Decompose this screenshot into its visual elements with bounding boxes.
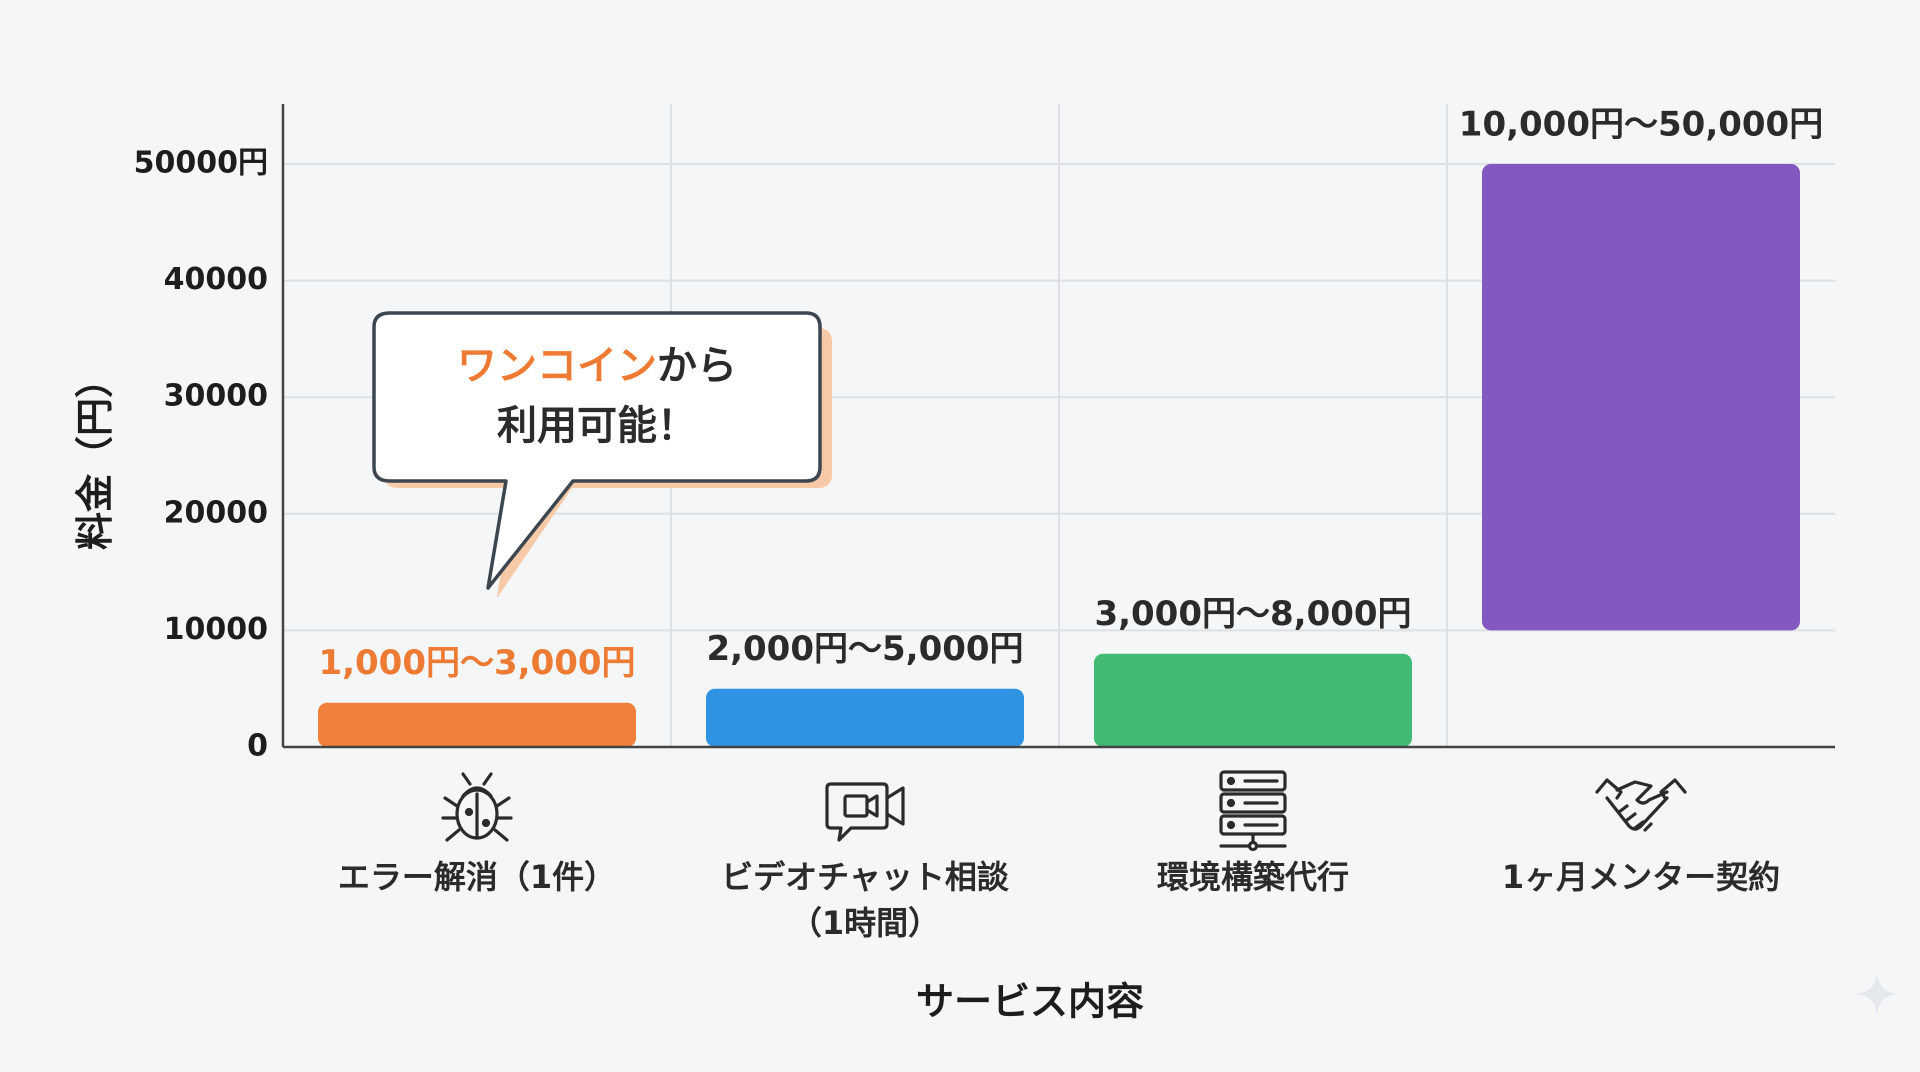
- category-label: エラー解消（1件）: [338, 858, 616, 896]
- y-tick-label: 10000: [164, 612, 268, 647]
- y-tick-label: 40000: [164, 262, 268, 297]
- category-label: ビデオチャット相談: [721, 858, 1010, 896]
- handshake-icon: [1595, 778, 1687, 832]
- category-icons: [441, 770, 1687, 852]
- category-label: （1時間）: [790, 904, 940, 942]
- bar: [318, 702, 636, 747]
- callout-line1-rest: から: [657, 343, 737, 389]
- range-label: 10,000円〜50,000円: [1459, 105, 1823, 145]
- category-label: 1ヶ月メンター契約: [1502, 858, 1780, 896]
- callout-line-2: 利用可能！: [497, 403, 697, 449]
- y-tick-label: 30000: [164, 379, 268, 414]
- range-label: 3,000円〜8,000円: [1094, 594, 1411, 634]
- category-label: 環境構築代行: [1157, 858, 1349, 896]
- y-tick-label: 20000: [164, 495, 268, 530]
- category-labels: エラー解消（1件） ビデオチャット相談 （1時間） 環境構築代行 1ヶ月メンター契約: [338, 858, 1780, 942]
- sparkle-icon: [1856, 973, 1898, 1015]
- range-labels: 1,000円〜3,000円 2,000円〜5,000円 3,000円〜8,000円 1…: [318, 105, 1823, 684]
- bug-icon: [441, 772, 513, 842]
- y-axis-title: 料金（円）: [73, 360, 117, 550]
- callout-line-1: ワンコインから: [457, 343, 737, 389]
- video-camera-icon: [825, 782, 905, 842]
- callout-body: [372, 311, 822, 590]
- range-label: 2,000円〜5,000円: [706, 629, 1023, 669]
- range-label: 1,000円〜3,000円: [318, 643, 635, 683]
- bar: [1482, 164, 1800, 631]
- bar: [1094, 653, 1412, 747]
- callout-bubble: ワンコインから 利用可能！: [372, 311, 832, 598]
- x-axis-title: サービス内容: [916, 980, 1144, 1024]
- bar: [706, 688, 1024, 747]
- callout-accent-text: ワンコイン: [457, 343, 657, 389]
- y-tick-label: 50000円: [134, 146, 268, 181]
- bars: [318, 164, 1800, 747]
- server-icon: [1219, 770, 1287, 852]
- y-tick-labels: 0 10000 20000 30000 40000 50000円: [134, 146, 268, 764]
- y-tick-label: 0: [247, 729, 268, 764]
- axes: [281, 104, 1835, 749]
